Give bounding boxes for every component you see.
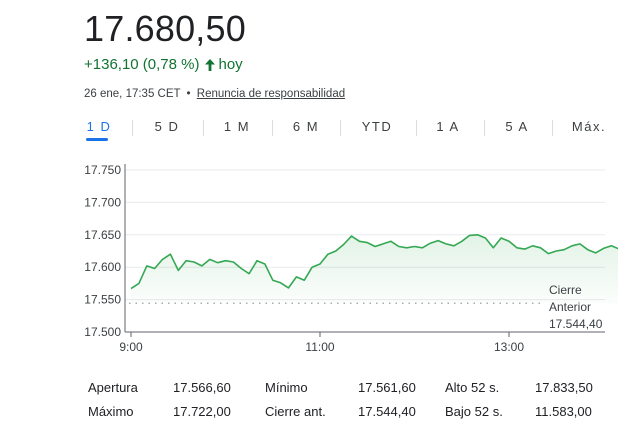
disclaimer-link[interactable]: Renuncia de responsabilidad [196, 88, 346, 100]
arrow-up-icon [204, 59, 215, 71]
meta-separator: • [186, 88, 191, 100]
tab-divider [340, 120, 341, 136]
tab-divider [484, 120, 485, 136]
stat-value-prev-close: 17.544,40 [358, 404, 416, 419]
stats-row: Máximo 17.722,00 Cierre ant. 17.544,40 B… [88, 400, 608, 424]
stat-label-open: Apertura [88, 380, 138, 395]
stat-label-52w-low: Bajo 52 s. [445, 404, 503, 419]
price-change: +136,10 (0,78 %) hoy [84, 55, 243, 75]
y-tick-label: 17.750 [84, 163, 121, 177]
previous-close-value: 17.544,40 [549, 317, 603, 331]
tab-divider [132, 120, 133, 136]
stat-label-high: Máximo [88, 404, 134, 419]
stat-value-open: 17.566,60 [173, 380, 231, 395]
tab-6m[interactable]: 6 M [292, 119, 320, 134]
range-tabs: 1 D 5 D 1 M 6 M YTD 1 A 5 A Máx. [80, 118, 618, 144]
y-tick-label: 17.700 [84, 195, 121, 209]
stat-value-52w-high: 17.833,50 [535, 380, 593, 395]
stats-row: Apertura 17.566,60 Mínimo 17.561,60 Alto… [88, 376, 608, 400]
y-tick-label: 17.650 [84, 228, 121, 242]
tab-ytd[interactable]: YTD [361, 119, 393, 134]
tab-1d[interactable]: 1 D [86, 118, 112, 141]
previous-close-label: Cierre Anterior 17.544,40 [549, 282, 602, 333]
stat-value-low: 17.561,60 [358, 380, 416, 395]
quote-meta: 26 ene, 17:35 CET • Renuncia de responsa… [84, 86, 345, 102]
stat-value-52w-low: 11.583,00 [535, 404, 592, 419]
stat-label-52w-high: Alto 52 s. [445, 380, 500, 395]
tab-divider [272, 120, 273, 136]
current-price: 17.680,50 [84, 8, 246, 49]
x-tick-label: 11:00 [305, 340, 334, 354]
previous-close-line2: Anterior [549, 300, 592, 314]
y-tick-label: 17.600 [84, 260, 121, 274]
chart-canvas: 17.750 17.700 17.650 17.600 17.550 17.5009:00… [84, 163, 618, 354]
price-line [130, 234, 618, 290]
timestamp: 26 ene, 17:35 CET [84, 88, 181, 100]
stat-label-prev-close: Cierre ant. [265, 404, 326, 419]
previous-close-line1: Cierre [549, 283, 582, 297]
price-area [131, 234, 618, 304]
tab-1a[interactable]: 1 A [436, 119, 460, 134]
x-tick-label: 9:00 [119, 340, 143, 354]
tab-divider [416, 120, 417, 136]
price-chart[interactable]: 17.750 17.700 17.650 17.600 17.550 17.500 9:00… [0, 150, 618, 360]
stat-label-low: Mínimo [265, 380, 308, 395]
tab-max[interactable]: Máx. [571, 119, 607, 134]
stats-table: Apertura 17.566,60 Mínimo 17.561,60 Alto… [88, 376, 608, 424]
change-period: hoy [218, 56, 243, 73]
tab-5d[interactable]: 5 D [154, 119, 180, 134]
stat-value-high: 17.722,00 [173, 404, 231, 419]
x-tick-label: 13:00 [494, 340, 524, 354]
tab-divider [552, 120, 553, 136]
tab-1m[interactable]: 1 M [223, 119, 251, 134]
tab-divider [203, 120, 204, 136]
tab-5a[interactable]: 5 A [505, 119, 529, 134]
y-tick-label: 17.500 [84, 325, 121, 339]
change-value: +136,10 (0,78 %) [84, 56, 200, 73]
y-tick-label: 17.550 [84, 293, 121, 307]
